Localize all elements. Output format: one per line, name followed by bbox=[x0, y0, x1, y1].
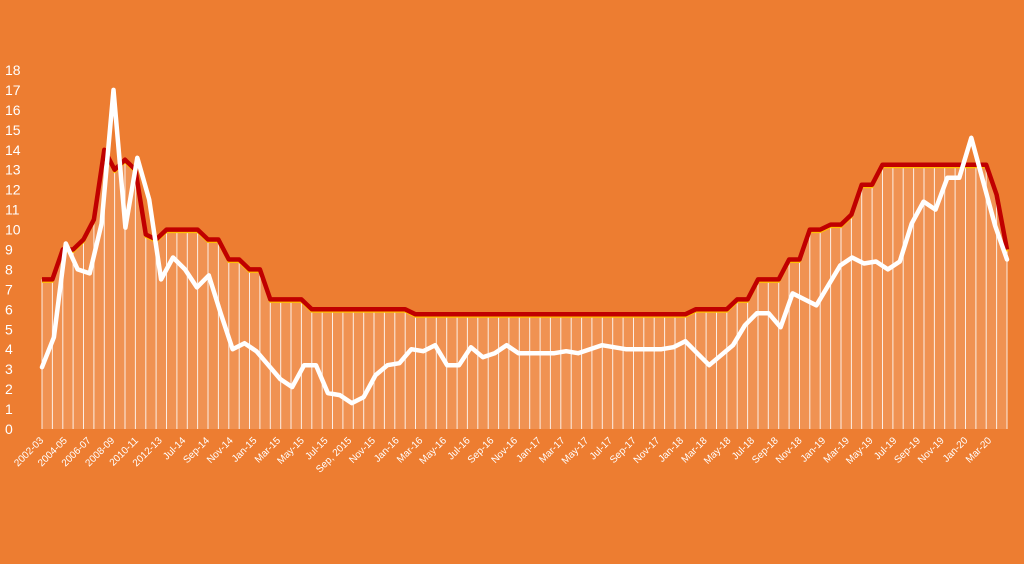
y-tick-14: 14 bbox=[5, 142, 21, 158]
y-tick-6: 6 bbox=[5, 301, 13, 317]
area-layer bbox=[42, 149, 1007, 430]
y-tick-10: 10 bbox=[5, 222, 21, 238]
y-tick-3: 3 bbox=[5, 361, 13, 377]
y-tick-11: 11 bbox=[5, 202, 20, 218]
y-tick-17: 17 bbox=[5, 82, 21, 98]
y-tick-15: 15 bbox=[5, 122, 21, 138]
y-tick-8: 8 bbox=[5, 261, 13, 277]
y-tick-5: 5 bbox=[5, 321, 13, 337]
y-tick-12: 12 bbox=[5, 182, 21, 198]
y-tick-9: 9 bbox=[5, 242, 13, 258]
y-tick-1: 1 bbox=[5, 401, 13, 417]
y-tick-18: 18 bbox=[5, 62, 21, 78]
y-tick-0: 0 bbox=[5, 421, 13, 437]
series-0-line bbox=[42, 147, 1010, 317]
y-tick-7: 7 bbox=[5, 281, 13, 297]
y-tick-13: 13 bbox=[5, 162, 21, 178]
series-lines bbox=[39, 87, 1010, 406]
series-1-line bbox=[39, 87, 1010, 406]
y-tick-16: 16 bbox=[5, 102, 21, 118]
y-tick-4: 4 bbox=[5, 341, 13, 357]
policy-rate-area bbox=[42, 149, 1007, 430]
y-tick-2: 2 bbox=[5, 381, 13, 397]
drop-lines bbox=[41, 149, 1008, 429]
